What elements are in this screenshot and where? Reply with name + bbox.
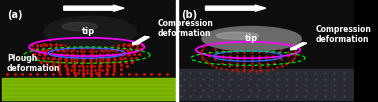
Bar — [177, 0, 178, 102]
FancyArrow shape — [64, 5, 124, 11]
Text: (a): (a) — [7, 10, 23, 20]
Text: Compression
deformation: Compression deformation — [315, 25, 371, 44]
FancyArrow shape — [291, 43, 307, 50]
Text: tip: tip — [245, 34, 258, 43]
Bar — [0, 0, 177, 102]
Bar — [2, 78, 175, 100]
Bar — [179, 69, 353, 100]
Text: tip: tip — [82, 27, 95, 36]
Text: Compression
deformation: Compression deformation — [158, 19, 214, 38]
FancyArrow shape — [133, 36, 149, 45]
Bar — [177, 0, 354, 102]
FancyArrow shape — [206, 5, 266, 11]
Ellipse shape — [62, 22, 98, 31]
Ellipse shape — [216, 32, 259, 39]
Text: (b): (b) — [181, 10, 197, 20]
Ellipse shape — [202, 27, 301, 51]
Text: Plough
deformation: Plough deformation — [7, 54, 60, 73]
Ellipse shape — [44, 16, 136, 47]
